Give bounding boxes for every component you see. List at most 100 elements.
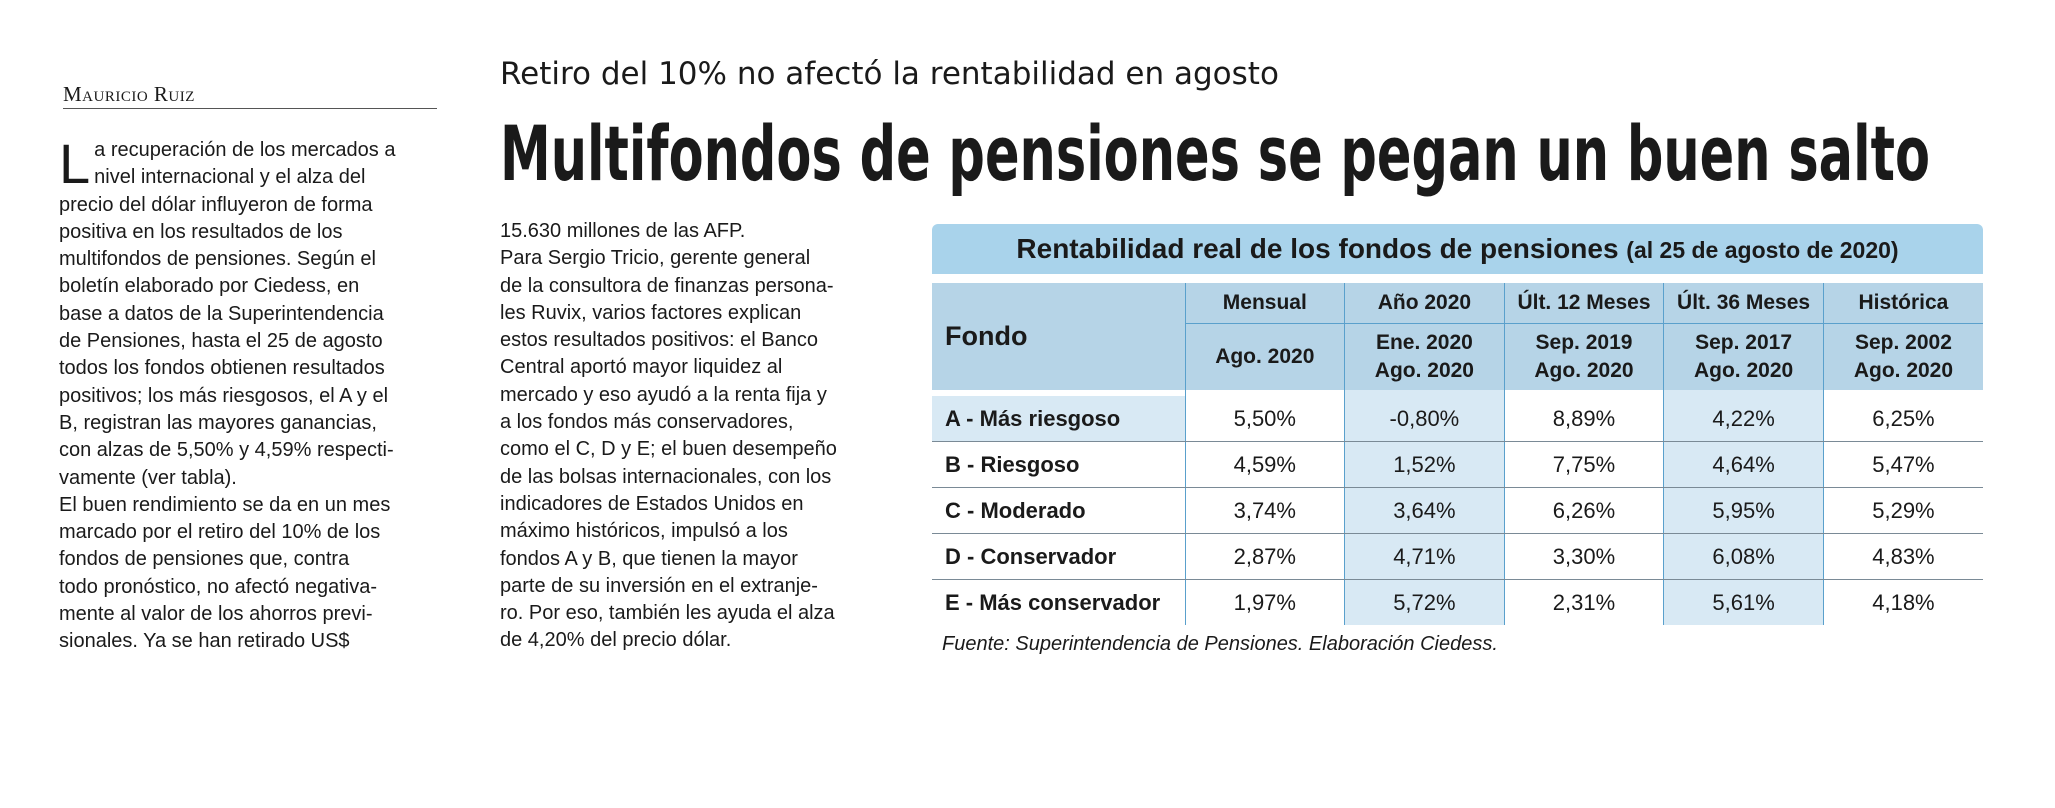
- table-row: E - Más conservador 1,97% 5,72% 2,31% 5,61% 4…: [932, 579, 1983, 625]
- text-line: a recuperación de los mercados a: [94, 139, 396, 161]
- table-head: Fondo Mensual Año 2020 Últ. 12 Meses Últ. 36…: [932, 283, 1983, 390]
- column-period: Sep. 2017 Ago. 2020: [1663, 323, 1824, 390]
- column-header: Año 2020: [1344, 283, 1505, 324]
- period-line: Ago. 2020: [1853, 359, 1954, 382]
- cell: 6,25%: [1822, 396, 1983, 442]
- column-header: Últ. 12 Meses: [1503, 283, 1664, 324]
- text-line: a los fondos más conservadores,: [500, 411, 794, 434]
- row-label: B - Riesgoso: [932, 441, 1185, 488]
- cell: -0,80%: [1344, 396, 1505, 442]
- table-row: B - Riesgoso 4,59% 1,52% 7,75% 4,64% 5,47%: [932, 441, 1983, 488]
- text-line: todo pronóstico, no afectó negativa-: [59, 575, 377, 598]
- cell: 4,18%: [1822, 579, 1983, 625]
- cell: 5,61%: [1663, 579, 1824, 625]
- row-label: C - Moderado: [932, 487, 1185, 534]
- column-header: Mensual: [1184, 283, 1345, 324]
- column-period: Ago. 2020: [1184, 323, 1345, 390]
- spacer: [1503, 390, 1664, 396]
- cell: 4,59%: [1184, 441, 1345, 488]
- cell: 5,72%: [1344, 579, 1505, 625]
- byline: Mauricio Ruiz: [63, 82, 437, 109]
- table-box: Rentabilidad real de los fondos de pensi…: [932, 224, 1983, 656]
- cell: 2,87%: [1184, 533, 1345, 580]
- text-line: 15.630 millones de las AFP.: [500, 220, 746, 242]
- text-line: multifondos de pensiones. Según el: [59, 248, 376, 271]
- text-line: todos los fondos obtienen resultados: [59, 357, 385, 380]
- cell: 1,52%: [1344, 441, 1505, 488]
- cell: 4,22%: [1663, 396, 1824, 442]
- header-row: Fondo Mensual Año 2020 Últ. 12 Meses Últ. 36…: [932, 283, 1983, 390]
- text-line: ro. Por eso, también les ayuda el alza: [500, 602, 835, 625]
- table-subtitle: (al 25 de agosto de 2020): [1626, 237, 1899, 263]
- cell: 6,26%: [1503, 487, 1664, 534]
- source: Fuente: Superintendencia de Pensiones. E…: [942, 633, 1498, 655]
- spacer: [1663, 390, 1824, 396]
- text-line: Para Sergio Tricio, gerente general: [500, 247, 811, 270]
- column-header: Histórica: [1822, 283, 1983, 324]
- cell: 7,75%: [1503, 441, 1664, 488]
- text-line: sionales. Ya se han retirado US$: [59, 630, 350, 653]
- column-period: Ene. 2020 Ago. 2020: [1344, 323, 1505, 390]
- table-title: Rentabilidad real de los fondos de pensi…: [1016, 233, 1619, 264]
- text-line: mercado y eso ayudó a la renta fija y: [500, 383, 827, 406]
- text-line: positiva en los resultados de los: [59, 220, 343, 243]
- spacer: [1344, 390, 1505, 396]
- text-line: Central aportó mayor liquidez al: [500, 356, 783, 379]
- cell: 1,97%: [1184, 579, 1345, 625]
- period-line: Ago. 2020: [1374, 359, 1474, 382]
- text-line: con alzas de 5,50% y 4,59% respecti-: [59, 439, 394, 462]
- period-line: Sep. 2017: [1695, 331, 1793, 354]
- row-label: E - Más conservador: [945, 589, 1161, 615]
- text-line: como el C, D y E; el buen desempeño: [500, 438, 837, 461]
- text-line: parte de su inversión en el extranje-: [500, 574, 818, 597]
- table-body: A - Más riesgoso 5,50% -0,80% 8,89% 4,22% 6,2…: [932, 390, 1983, 625]
- text-line: precio del dólar influyeron de forma: [59, 193, 373, 216]
- cell: 3,64%: [1344, 487, 1505, 534]
- column-header: Últ. 36 Meses: [1663, 283, 1824, 324]
- cell: 5,50%: [1184, 396, 1345, 442]
- cell: 8,89%: [1503, 396, 1664, 442]
- period-line: Sep. 2002: [1854, 331, 1952, 354]
- text-line: de la consultora de finanzas persona-: [500, 274, 834, 297]
- spacer: [1822, 390, 1983, 396]
- spacer-row: [932, 390, 1983, 396]
- cell: 5,29%: [1822, 487, 1983, 534]
- text-line: les Ruvix, varios factores explican: [500, 301, 802, 324]
- row-label: A - Más riesgoso: [932, 396, 1185, 442]
- table-row: A - Más riesgoso 5,50% -0,80% 8,89% 4,22% 6,2…: [932, 396, 1983, 442]
- table-row: D - Conservador 2,87% 4,71% 3,30% 6,08% 4,83%: [932, 533, 1983, 580]
- cell: 5,95%: [1663, 487, 1824, 534]
- text-line: base a datos de la Superintendencia: [59, 302, 384, 325]
- text-line: fondos A y B, que tienen la mayor: [500, 547, 798, 570]
- column-period: Sep. 2019 Ago. 2020: [1503, 323, 1664, 390]
- text-line: de las bolsas internacionales, con los: [500, 465, 832, 488]
- text-line: fondos de pensiones que, contra: [59, 548, 350, 571]
- text-line: positivos; los más riesgosos, el A y el: [59, 384, 389, 407]
- cell: 6,08%: [1663, 533, 1824, 580]
- text-line: de Pensiones, hasta el 25 de agosto: [59, 330, 383, 353]
- text-line: boletín elaborado por Ciedess, en: [59, 275, 360, 298]
- table-row: C - Moderado 3,74% 3,64% 6,26% 5,95% 5,29%: [932, 487, 1983, 534]
- column-1: L a recuperación de los mercados a nivel …: [59, 136, 396, 656]
- text-line: B, registran las mayores ganancias,: [59, 411, 377, 434]
- period-line: Ago. 2020: [1534, 359, 1634, 382]
- table: Fondo Mensual Año 2020 Últ. 12 Meses Últ. 36…: [932, 283, 1983, 625]
- text-line: máximo históricos, impulsó a los: [500, 520, 788, 543]
- period-line: Ago. 2020: [1693, 359, 1794, 382]
- period-line: Ene. 2020: [1375, 331, 1473, 354]
- cell: 4,64%: [1663, 441, 1824, 488]
- text-line: marcado por el retiro del 10% de los: [59, 521, 381, 544]
- period-line: Ago. 2020: [1215, 345, 1315, 368]
- fondo-header: Fondo: [932, 283, 1185, 390]
- text-line: nivel internacional y el alza del: [94, 166, 366, 189]
- cell: 3,74%: [1184, 487, 1345, 534]
- cell: 4,83%: [1822, 533, 1983, 580]
- cell: 2,31%: [1503, 579, 1664, 625]
- table-title-bar: Rentabilidad real de los fondos de pensi…: [932, 224, 1983, 274]
- headline-box: Multifondos de pensiones se pegan un bue…: [500, 109, 1930, 198]
- text-line: vamente (ver tabla).: [59, 466, 237, 489]
- text-line: indicadores de Estados Unidos en: [500, 492, 804, 515]
- column-period: Sep. 2002 Ago. 2020: [1822, 323, 1983, 390]
- cell: 5,47%: [1822, 441, 1983, 488]
